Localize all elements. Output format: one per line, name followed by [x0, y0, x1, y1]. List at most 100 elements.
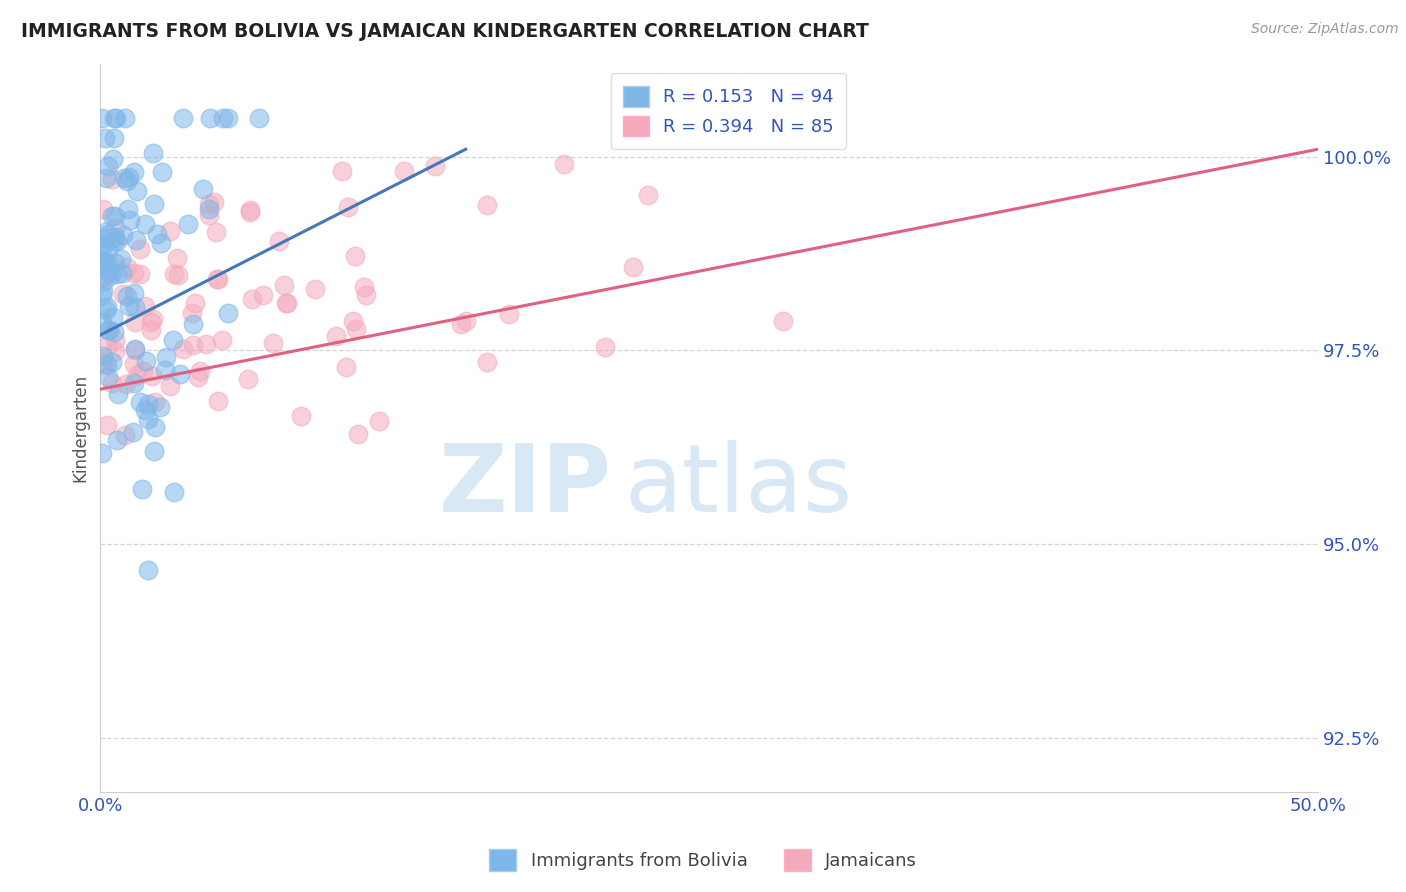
Point — [198, 196, 221, 211]
Point — [346, 426, 368, 441]
Point — [475, 198, 498, 212]
Point — [128, 242, 150, 256]
Point — [335, 360, 357, 375]
Point — [772, 314, 794, 328]
Point — [139, 323, 162, 337]
Point — [111, 228, 134, 243]
Point — [91, 446, 114, 460]
Point — [122, 267, 145, 281]
Point — [118, 299, 141, 313]
Point — [142, 311, 165, 326]
Point — [94, 130, 117, 145]
Point — [96, 255, 118, 269]
Point — [101, 376, 124, 391]
Point — [93, 254, 115, 268]
Point — [392, 164, 415, 178]
Point — [115, 174, 138, 188]
Point — [188, 364, 211, 378]
Point — [107, 268, 129, 282]
Point — [90, 112, 112, 126]
Point — [239, 205, 262, 219]
Point — [91, 255, 114, 269]
Point — [104, 333, 127, 347]
Point — [212, 112, 235, 126]
Point — [118, 169, 141, 184]
Point — [172, 112, 194, 126]
Point — [205, 225, 228, 239]
Point — [122, 286, 145, 301]
Legend: Immigrants from Bolivia, Jamaicans: Immigrants from Bolivia, Jamaicans — [482, 842, 924, 879]
Point — [104, 256, 127, 270]
Point — [181, 338, 204, 352]
Point — [262, 336, 284, 351]
Point — [207, 393, 229, 408]
Text: atlas: atlas — [624, 440, 852, 533]
Point — [198, 208, 221, 222]
Point — [336, 200, 359, 214]
Point — [94, 170, 117, 185]
Point — [104, 209, 127, 223]
Point — [128, 267, 150, 281]
Point — [124, 342, 146, 356]
Point — [101, 310, 124, 324]
Point — [101, 152, 124, 166]
Point — [124, 343, 146, 358]
Point — [93, 274, 115, 288]
Point — [267, 234, 290, 248]
Point — [90, 288, 112, 302]
Point — [204, 194, 226, 209]
Point — [240, 293, 263, 307]
Point — [131, 482, 153, 496]
Point — [143, 420, 166, 434]
Point — [100, 268, 122, 283]
Point — [96, 417, 118, 432]
Point — [127, 184, 149, 198]
Point — [122, 357, 145, 371]
Point — [553, 157, 575, 171]
Point — [205, 272, 228, 286]
Point — [159, 224, 181, 238]
Point — [91, 231, 114, 245]
Point — [114, 112, 136, 126]
Point — [101, 355, 124, 369]
Point — [124, 301, 146, 315]
Point — [143, 444, 166, 458]
Point — [91, 349, 114, 363]
Point — [450, 317, 472, 331]
Point — [155, 350, 177, 364]
Point — [110, 252, 132, 266]
Point — [354, 287, 377, 301]
Text: Source: ZipAtlas.com: Source: ZipAtlas.com — [1251, 22, 1399, 37]
Point — [211, 333, 233, 347]
Point — [238, 371, 260, 385]
Text: ZIP: ZIP — [439, 440, 612, 533]
Point — [103, 234, 125, 248]
Point — [91, 239, 114, 253]
Point — [135, 354, 157, 368]
Point — [217, 112, 239, 126]
Point — [353, 280, 375, 294]
Point — [304, 282, 326, 296]
Point — [105, 112, 128, 126]
Point — [325, 329, 347, 343]
Point — [342, 313, 364, 327]
Point — [247, 112, 270, 126]
Point — [162, 334, 184, 348]
Point — [623, 260, 645, 274]
Point — [169, 367, 191, 381]
Point — [90, 271, 112, 285]
Point — [217, 306, 239, 320]
Point — [274, 296, 297, 310]
Point — [97, 227, 120, 241]
Text: IMMIGRANTS FROM BOLIVIA VS JAMAICAN KINDERGARTEN CORRELATION CHART: IMMIGRANTS FROM BOLIVIA VS JAMAICAN KIND… — [21, 22, 869, 41]
Point — [97, 266, 120, 280]
Point — [122, 376, 145, 390]
Point — [163, 485, 186, 500]
Point — [423, 159, 446, 173]
Point — [273, 278, 295, 293]
Point — [166, 251, 188, 265]
Point — [103, 326, 125, 340]
Point — [104, 221, 127, 235]
Point — [91, 202, 114, 216]
Point — [101, 209, 124, 223]
